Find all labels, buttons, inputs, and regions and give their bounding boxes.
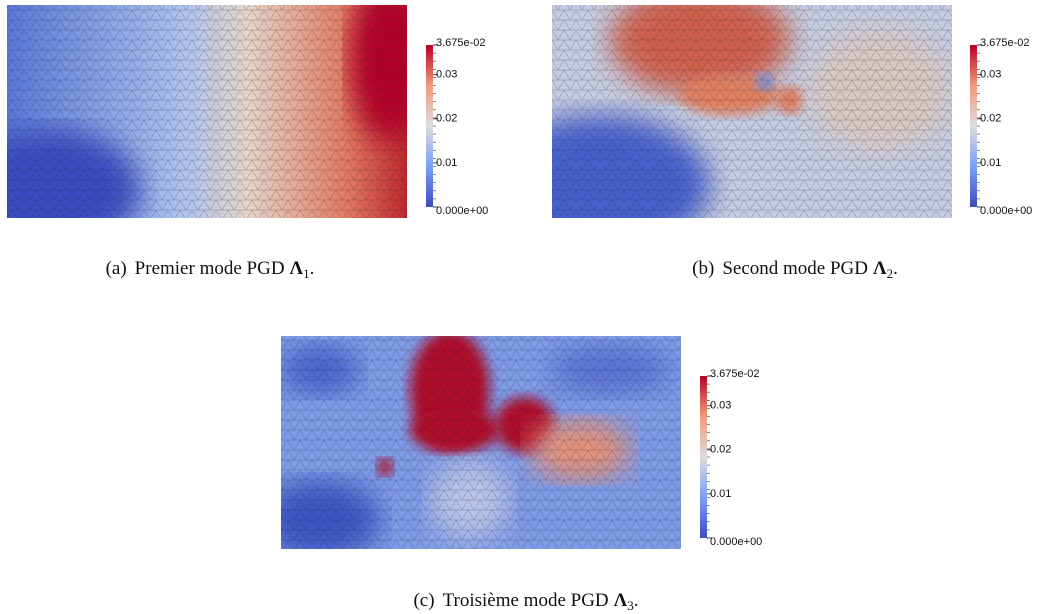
colorbar-tick-label: 0.000e+00 [980,205,1032,217]
caption-symbol: Λ [614,590,628,611]
caption-subscript: 1 [303,266,310,281]
caption-symbol: Λ [873,258,887,279]
colorbar-tick-label: 0.02 [436,113,457,125]
caption-end: . [634,590,639,611]
caption: (b) Second mode PGD Λ2. [692,258,898,281]
colorbar-tick-label: 0.01 [710,488,731,500]
field-plot-a [7,5,407,218]
caption-subscript: 3 [627,598,634,613]
caption-text: Premier mode PGD [135,258,285,279]
colorbar-tick-label: 3.675e-02 [436,37,486,49]
colorbar-tick-label: 0.03 [436,69,457,81]
colorbar [700,376,707,538]
colorbar-tick-label: 0.02 [710,444,731,456]
colorbar-tick-label: 0.000e+00 [710,536,762,548]
colorbar-tick-label: 0.03 [980,69,1001,81]
colorbar [970,45,977,207]
field-plot-b [552,5,952,218]
field-plot-c [281,336,681,549]
caption-end: . [310,258,315,279]
caption-end: . [893,258,898,279]
colorbar-tick-label: 0.01 [436,157,457,169]
colorbar-tick-label: 0.01 [980,157,1001,169]
caption-subscript: 2 [887,266,894,281]
caption: (c) Troisième mode PGD Λ3. [413,590,638,613]
caption-label: (a) [106,258,127,279]
caption-text: Troisième mode PGD [443,590,609,611]
caption-label: (b) [692,258,714,279]
colorbar-tick-label: 0.03 [710,400,731,412]
caption: (a) Premier mode PGD Λ1. [106,258,315,281]
caption-symbol: Λ [290,258,304,279]
colorbar-tick-label: 3.675e-02 [980,37,1030,49]
caption-label: (c) [413,590,434,611]
colorbar-tick-label: 3.675e-02 [710,368,760,380]
colorbar-tick-label: 0.02 [980,113,1001,125]
caption-text: Second mode PGD [722,258,868,279]
colorbar-tick-label: 0.000e+00 [436,205,488,217]
colorbar [426,45,433,207]
